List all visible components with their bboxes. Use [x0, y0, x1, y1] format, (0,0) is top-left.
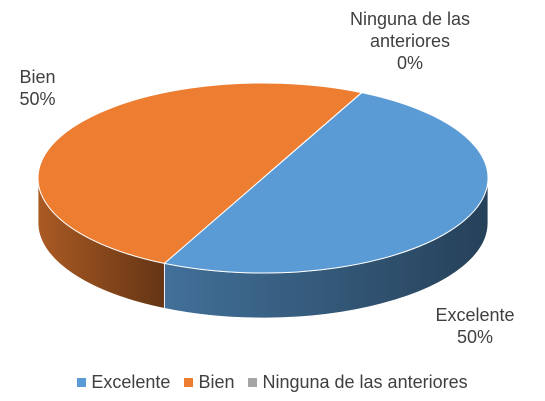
legend-label: Bien [198, 372, 235, 392]
data-label: Bien 50% [0, 66, 75, 110]
legend-swatch [184, 378, 194, 387]
legend-item: Excelente [77, 372, 170, 393]
data-label-category: Excelente [435, 305, 515, 325]
data-label-value: 50% [456, 327, 494, 347]
legend-swatch [77, 378, 87, 387]
legend-swatch [248, 378, 258, 387]
legend-item: Ninguna de las anteriores [248, 372, 468, 393]
legend-label: Excelente [91, 372, 171, 392]
data-label-category: Ninguna de las anteriores [349, 9, 471, 51]
data-label: Ninguna de las anteriores 0% [330, 8, 490, 74]
slice [37, 82, 363, 264]
data-label-value: 0% [396, 53, 423, 73]
legend-item: Bien [184, 372, 234, 393]
slice [163, 92, 489, 274]
legend: Excelente Bien Ninguna de las anteriores [0, 372, 545, 393]
data-label: Excelente 50% [420, 304, 530, 348]
data-label-category: Bien [19, 67, 56, 87]
legend-label: Ninguna de las anteriores [262, 372, 468, 392]
data-label-value: 50% [19, 89, 56, 109]
